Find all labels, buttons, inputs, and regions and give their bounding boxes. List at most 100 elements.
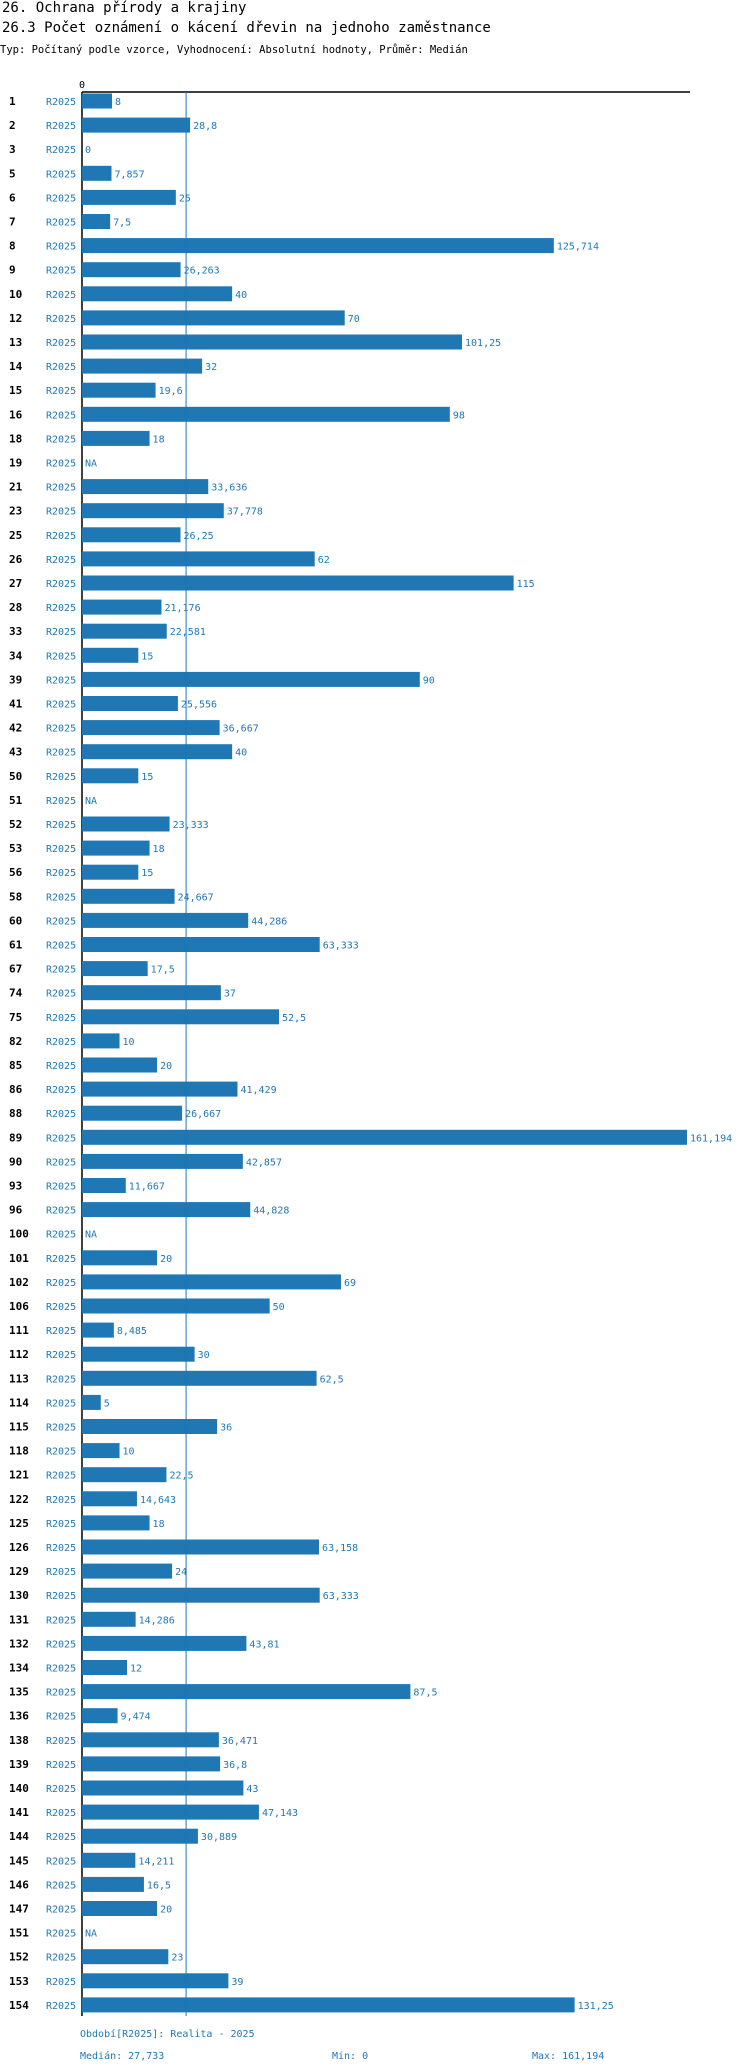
bar-value-label: 16,5	[147, 1880, 171, 1891]
row-id-label: 153	[9, 1975, 29, 1988]
bar	[82, 937, 320, 952]
bar-value-label: 22,5	[169, 1471, 193, 1482]
bar-value-label: 15	[141, 651, 153, 662]
bar	[82, 647, 139, 663]
bar-value-label: 70	[348, 314, 360, 325]
row-period-label: R2025	[46, 1085, 76, 1096]
row-id-label: 61	[9, 939, 23, 952]
x-tick-label: 0	[79, 80, 85, 91]
bar	[82, 406, 450, 422]
row-id-label: 96	[9, 1204, 23, 1217]
bar	[82, 1804, 259, 1820]
bar	[82, 1202, 251, 1218]
bar-value-label: 63,333	[323, 941, 359, 952]
bar-value-label: 26,263	[184, 266, 220, 277]
row-period-label: R2025	[46, 193, 76, 204]
bar	[82, 262, 181, 278]
row-period-label: R2025	[46, 1350, 76, 1361]
bar	[82, 1997, 575, 2013]
row-id-label: 122	[9, 1493, 29, 1506]
bar-value-label: 20	[160, 1061, 172, 1072]
row-id-label: 113	[9, 1372, 29, 1385]
bar	[82, 912, 249, 928]
bar-value-label: 20	[160, 1905, 172, 1916]
bar-value-label: 90	[423, 675, 435, 686]
row-id-label: 86	[9, 1083, 23, 1096]
bar	[82, 768, 139, 784]
row-id-label: 52	[9, 818, 22, 831]
bar-value-label: 0	[85, 145, 91, 156]
row-period-label: R2025	[46, 1905, 76, 1916]
bar-value-label: 7,5	[113, 218, 131, 229]
row-id-label: 1	[9, 95, 16, 108]
bar-value-label: 8,485	[117, 1326, 147, 1337]
row-period-label: R2025	[46, 386, 76, 397]
row-period-label: R2025	[46, 1423, 76, 1434]
bar	[82, 1876, 144, 1892]
row-id-label: 102	[9, 1276, 29, 1289]
bar-value-label: 36,667	[223, 724, 259, 735]
row-id-label: 101	[9, 1252, 29, 1265]
bar-value-label: 23	[171, 1953, 183, 1964]
bar-value-label: 69	[344, 1278, 356, 1289]
bar	[82, 1370, 317, 1386]
row-id-label: 136	[9, 1710, 29, 1723]
row-id-label: 60	[9, 914, 22, 927]
row-period-label: R2025	[46, 1639, 76, 1650]
bar	[82, 1057, 158, 1073]
bar-value-label: 14,286	[139, 1615, 175, 1626]
row-id-label: 7	[9, 216, 16, 229]
row-period-label: R2025	[46, 97, 76, 108]
bar-value-label: 42,857	[246, 1157, 282, 1168]
bar-value-label: 50	[273, 1302, 285, 1313]
row-id-label: 6	[9, 191, 16, 204]
row-period-label: R2025	[46, 627, 76, 638]
bar	[82, 1346, 195, 1362]
bar-value-label: NA	[85, 459, 97, 470]
bar	[82, 165, 112, 181]
bar	[82, 1105, 183, 1121]
bar	[82, 1033, 120, 1049]
chart-description: Typ: Počítaný podle vzorce, Vyhodnocení:…	[0, 44, 468, 56]
bar	[82, 1467, 167, 1483]
bar	[82, 1756, 221, 1772]
row-id-label: 106	[9, 1300, 29, 1313]
row-period-label: R2025	[46, 1712, 76, 1723]
bar-value-label: 10	[123, 1037, 135, 1048]
bar	[82, 840, 150, 856]
bar	[82, 334, 463, 350]
row-id-label: 114	[9, 1396, 29, 1409]
row-period-label: R2025	[46, 2001, 76, 2012]
row-id-label: 129	[9, 1565, 29, 1578]
bar	[82, 430, 150, 446]
bar	[82, 358, 203, 374]
row-period-label: R2025	[46, 1543, 76, 1554]
row-id-label: 138	[9, 1734, 29, 1747]
bar	[82, 1563, 173, 1579]
row-id-label: 41	[9, 698, 23, 711]
bar-value-label: 30,889	[201, 1832, 237, 1843]
row-id-label: 135	[9, 1686, 29, 1699]
bar	[82, 503, 224, 519]
bar-value-label: 115	[517, 579, 535, 590]
bar-value-label: 63,158	[322, 1543, 358, 1554]
row-id-label: 75	[9, 1011, 22, 1024]
row-period-label: R2025	[46, 266, 76, 277]
row-id-label: 152	[9, 1951, 29, 1964]
row-period-label: R2025	[46, 916, 76, 927]
bar	[82, 1009, 280, 1025]
row-period-label: R2025	[46, 1760, 76, 1771]
row-period-label: R2025	[46, 651, 76, 662]
bar	[82, 1298, 270, 1314]
row-id-label: 140	[9, 1782, 29, 1795]
bar	[82, 1178, 126, 1193]
bar	[82, 623, 167, 639]
bar-value-label: 62	[318, 555, 330, 566]
row-id-label: 89	[9, 1131, 22, 1144]
bar	[82, 1660, 128, 1675]
bar	[82, 189, 176, 205]
row-id-label: 144	[9, 1830, 29, 1843]
bar	[82, 816, 170, 832]
row-period-label: R2025	[46, 121, 76, 132]
row-period-label: R2025	[46, 1495, 76, 1506]
